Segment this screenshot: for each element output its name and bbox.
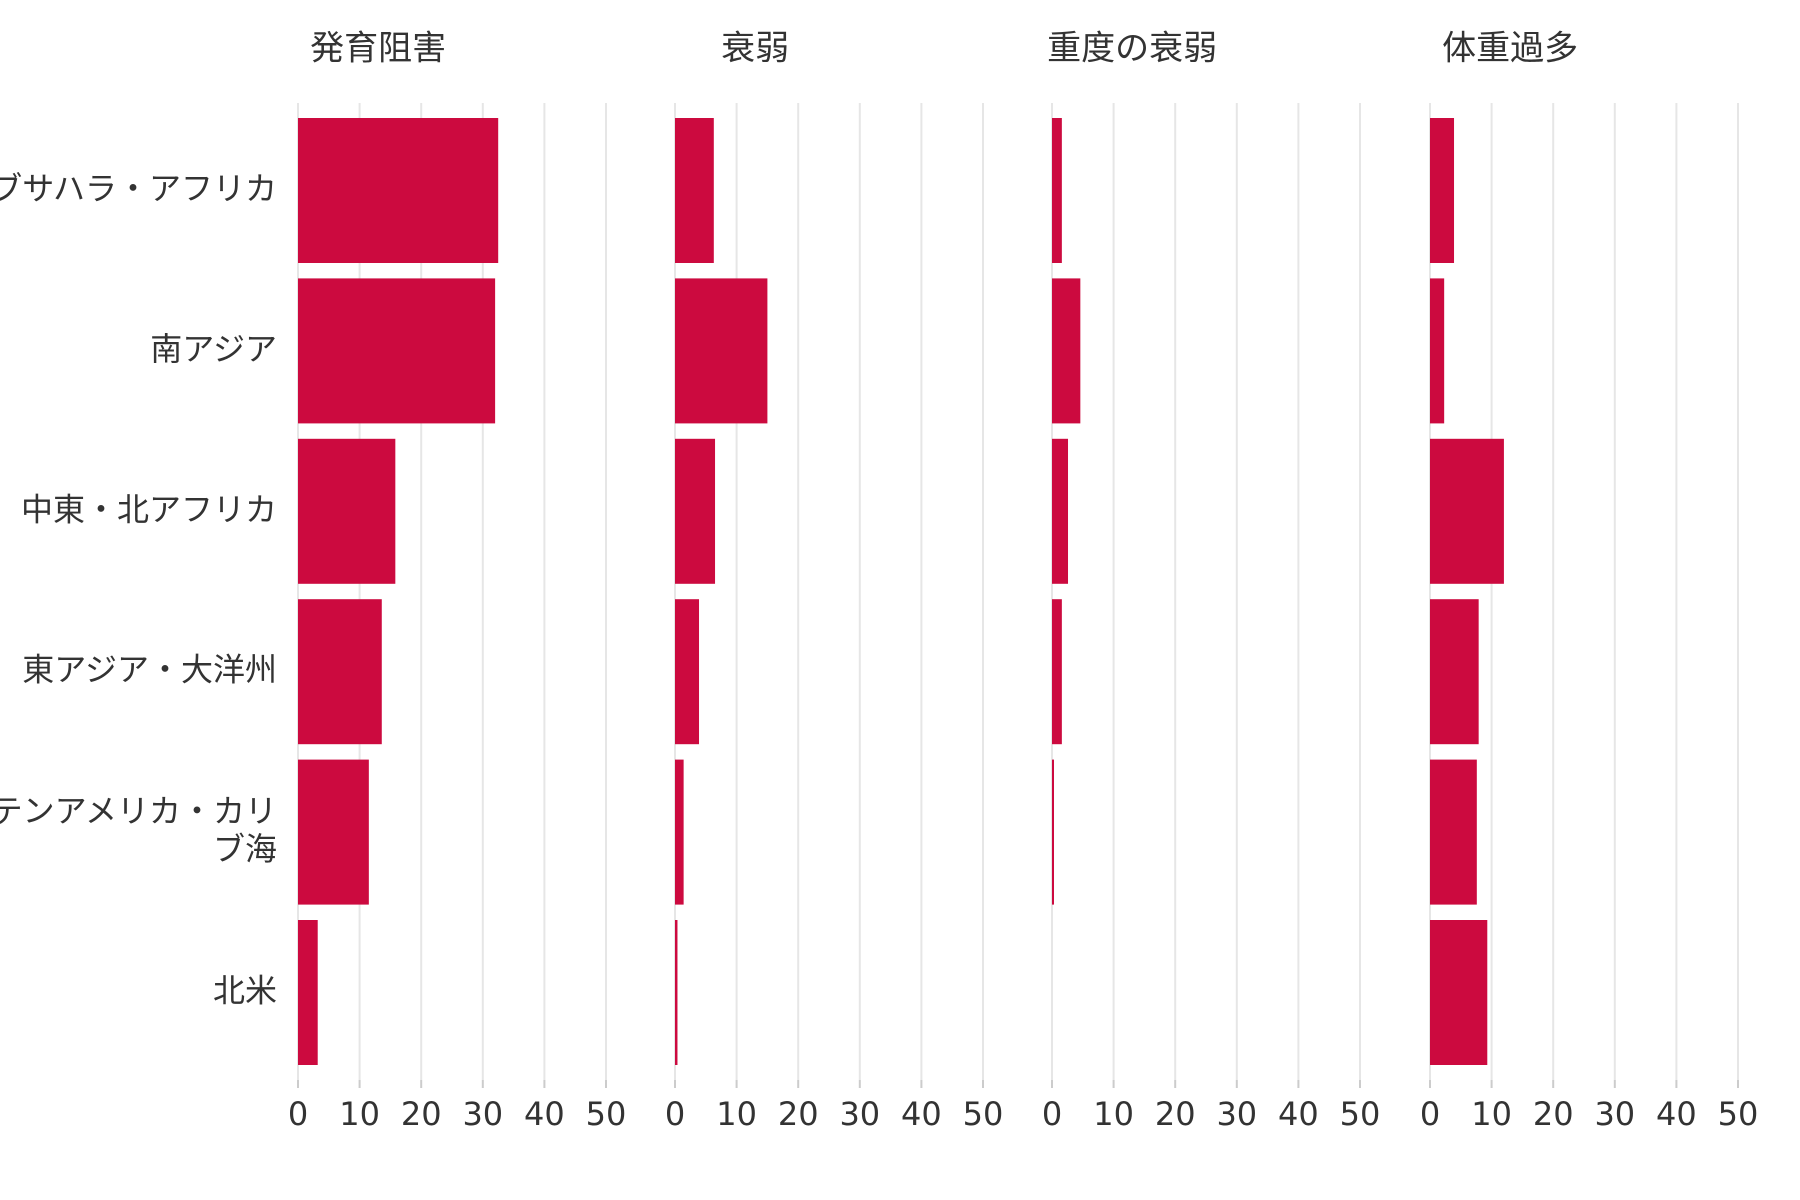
- category-label: 南アジア: [150, 330, 277, 368]
- grid-layer: [297, 103, 1739, 1088]
- bar: [298, 599, 382, 745]
- bar: [1052, 759, 1054, 905]
- x-tick-label: 30: [839, 1095, 880, 1133]
- x-tick-label: 40: [901, 1095, 942, 1133]
- x-tick-label: 40: [524, 1095, 565, 1133]
- bar: [1052, 278, 1081, 424]
- x-tick-label: 10: [1093, 1095, 1134, 1133]
- x-tick-label: 20: [1155, 1095, 1196, 1133]
- bar: [298, 278, 496, 424]
- x-tick-label: 50: [1718, 1095, 1759, 1133]
- bars-layer: [298, 118, 1504, 1065]
- x-tick-label: 10: [339, 1095, 380, 1133]
- x-tick-label: 30: [1216, 1095, 1257, 1133]
- bar: [1052, 118, 1062, 263]
- bar: [298, 759, 369, 905]
- bar: [298, 920, 318, 1065]
- text-layer: 0 10 20 30 40 50 発育阻害 0 10 20 30 40 50 衰弱 0 10 20 30 40 50 重…: [0, 29, 1758, 1134]
- x-tick-label: 0: [288, 1095, 308, 1133]
- x-tick-label: 30: [462, 1095, 503, 1133]
- x-tick-label: 40: [1278, 1095, 1319, 1133]
- category-label: ラテンアメリカ・カリブ海: [0, 792, 277, 868]
- facet-title: 体重過多: [1442, 29, 1578, 69]
- x-tick-label: 20: [1533, 1095, 1574, 1133]
- x-tick-label: 50: [1340, 1095, 1381, 1133]
- bar: [1052, 599, 1062, 745]
- x-tick-label: 10: [716, 1095, 757, 1133]
- x-tick-label: 0: [1420, 1095, 1440, 1133]
- bar: [1430, 278, 1445, 424]
- category-label: 北米: [213, 972, 277, 1010]
- category-label: サブサハラ・アフリカ: [0, 170, 277, 208]
- bar: [1430, 118, 1455, 263]
- facet-title: 発育阻害: [310, 29, 446, 69]
- bar: [675, 438, 716, 584]
- x-tick-label: 0: [665, 1095, 685, 1133]
- x-tick-label: 0: [1042, 1095, 1062, 1133]
- bar: [1430, 438, 1504, 584]
- facet-title: 重度の衰弱: [1047, 29, 1217, 69]
- bar: [1430, 759, 1477, 905]
- bar: [675, 920, 678, 1065]
- bar: [675, 278, 768, 424]
- x-tick-label: 30: [1594, 1095, 1635, 1133]
- x-tick-label: 50: [586, 1095, 627, 1133]
- x-tick-label: 20: [778, 1095, 819, 1133]
- bar: [675, 759, 684, 905]
- category-label: 中東・北アフリカ: [21, 490, 277, 528]
- bar: [1430, 920, 1488, 1065]
- x-tick-label: 10: [1471, 1095, 1512, 1133]
- x-tick-label: 50: [963, 1095, 1004, 1133]
- bar: [675, 118, 714, 263]
- x-tick-label: 40: [1656, 1095, 1697, 1133]
- bar: [1430, 599, 1479, 745]
- bar: [1052, 438, 1069, 584]
- category-label: 東アジア・大洋州: [22, 651, 277, 689]
- facet-title: 衰弱: [721, 29, 789, 69]
- x-tick-label: 20: [401, 1095, 442, 1133]
- bar: [675, 599, 700, 745]
- bar: [298, 118, 499, 263]
- bar: [298, 438, 396, 584]
